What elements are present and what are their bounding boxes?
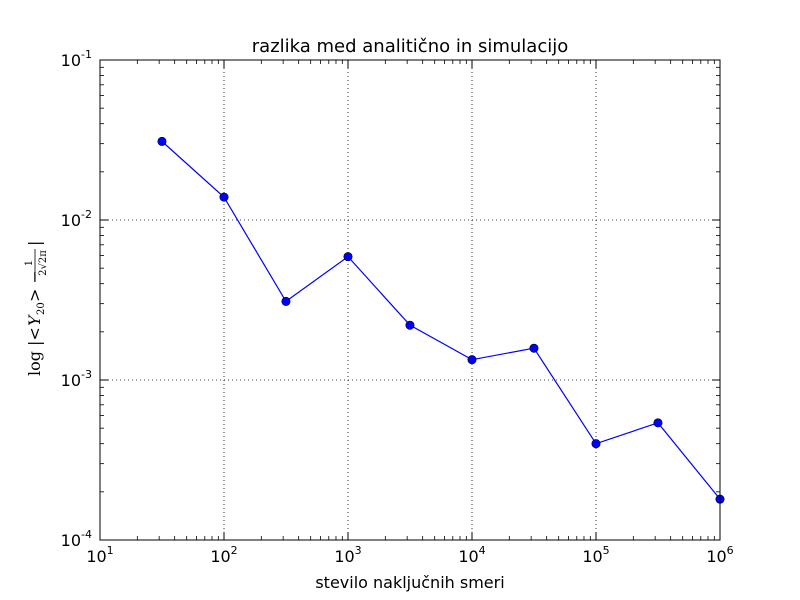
- data-point: [467, 355, 477, 365]
- series-line: [161, 140, 721, 500]
- x-tick-label: 106: [706, 544, 733, 566]
- y-axis-label-denominator: 2√2π: [38, 250, 49, 276]
- data-point: [219, 192, 229, 202]
- chart-title: razlika med analitično in simulacijo: [252, 36, 568, 57]
- ticks: 101 102 103 104 105 106 10-4 10-3 10-2 10-1: [61, 48, 734, 566]
- y-axis-label-prefix: log: [25, 351, 44, 376]
- plot-frame: [99, 59, 721, 541]
- y-axis-label-term: Y: [25, 314, 44, 326]
- x-tick-label: 102: [210, 544, 237, 566]
- data-point: [281, 296, 291, 306]
- y-tick-label: 10-1: [61, 48, 92, 70]
- data-point: [157, 136, 167, 146]
- y-axis-label-open-abs: |<: [25, 327, 44, 346]
- x-axis-label: stevilo naključnih smeri: [315, 573, 504, 592]
- y-axis-label: log |< Y 20 > − 1 2√2π |: [24, 241, 49, 376]
- data-point: [343, 252, 353, 262]
- data-point: [405, 320, 415, 330]
- x-tick-label: 104: [458, 544, 485, 566]
- x-tick-label: 103: [334, 544, 361, 566]
- y-axis-label-numerator: 1: [24, 260, 35, 266]
- grid: [100, 60, 720, 540]
- y-tick-label: 10-4: [61, 528, 92, 550]
- x-tick-label: 105: [582, 544, 609, 566]
- y-tick-label: 10-3: [61, 368, 92, 390]
- y-axis-label-minus: > −: [25, 270, 44, 302]
- series-layer: [157, 136, 725, 504]
- data-point: [529, 343, 539, 353]
- y-axis-label-close-abs: |: [25, 241, 44, 246]
- x-tick-label: 101: [86, 544, 113, 566]
- y-tick-label: 10-2: [61, 208, 92, 230]
- data-point: [591, 439, 601, 449]
- y-axis-label-subscript: 20: [36, 302, 47, 315]
- data-point: [653, 418, 663, 428]
